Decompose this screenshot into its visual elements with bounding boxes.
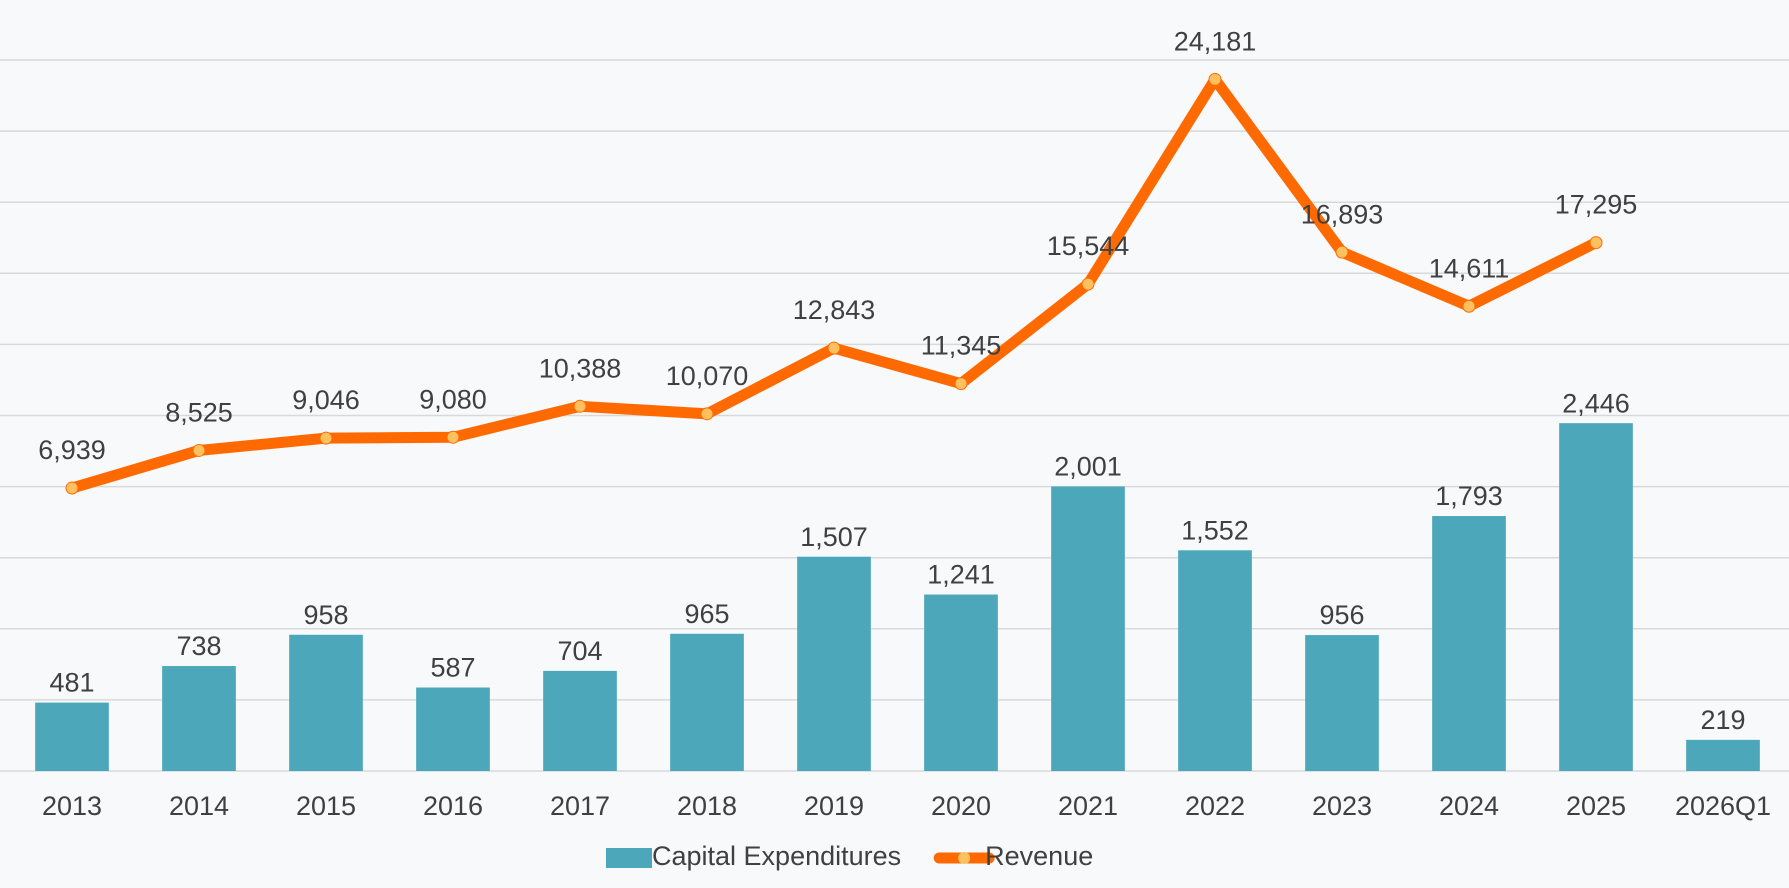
- x-tick-label: 2021: [1058, 791, 1118, 821]
- x-tick-label: 2020: [931, 791, 991, 821]
- legend-label: Revenue: [985, 841, 1093, 871]
- bar: [1305, 635, 1379, 771]
- legend-label: Capital Expenditures: [652, 841, 901, 871]
- x-tick-label: 2018: [677, 791, 737, 821]
- data-label: 481: [49, 668, 94, 698]
- point: [192, 443, 206, 457]
- data-label: 10,070: [666, 361, 749, 391]
- bar: [543, 670, 617, 771]
- x-tick-label: 2013: [42, 791, 102, 821]
- bar: [1178, 550, 1252, 771]
- data-label: 219: [1700, 705, 1745, 735]
- x-tick-label: 2017: [550, 791, 610, 821]
- x-tick-label: 2019: [804, 791, 864, 821]
- x-tick-label: 2024: [1439, 791, 1499, 821]
- point: [1208, 72, 1222, 86]
- data-label: 1,507: [800, 522, 868, 552]
- data-label: 10,388: [539, 353, 622, 383]
- point: [1081, 277, 1095, 291]
- point: [446, 430, 460, 444]
- legend-marker: [958, 852, 971, 864]
- point: [1462, 299, 1476, 313]
- data-label: 16,893: [1301, 199, 1384, 229]
- data-label: 1,241: [927, 560, 995, 590]
- x-tick-label: 2014: [169, 791, 229, 821]
- point: [319, 431, 333, 445]
- x-tick-label: 2025: [1566, 791, 1626, 821]
- point: [700, 407, 714, 421]
- data-label: 2,001: [1054, 452, 1122, 482]
- data-label: 958: [303, 600, 348, 630]
- data-label: 704: [557, 636, 602, 666]
- bar: [289, 634, 363, 771]
- bar: [924, 594, 998, 771]
- data-label: 15,544: [1047, 231, 1130, 261]
- data-label: 1,552: [1181, 515, 1249, 545]
- point: [827, 341, 841, 355]
- data-label: 587: [430, 653, 475, 683]
- data-label: 738: [176, 631, 221, 661]
- point: [1335, 245, 1349, 259]
- x-tick-label: 2026Q1: [1675, 791, 1771, 821]
- x-tick-label: 2016: [423, 791, 483, 821]
- data-label: 2,446: [1562, 388, 1630, 418]
- bar: [670, 633, 744, 771]
- x-tick-label: 2015: [296, 791, 356, 821]
- data-label: 9,080: [419, 384, 487, 414]
- bar: [1559, 423, 1633, 771]
- data-label: 12,843: [793, 295, 876, 325]
- x-tick-label: 2023: [1312, 791, 1372, 821]
- point: [1589, 236, 1603, 250]
- bar: [1432, 516, 1506, 771]
- data-label: 17,295: [1555, 190, 1638, 220]
- bar: [1051, 486, 1125, 771]
- data-label: 1,793: [1435, 481, 1503, 511]
- data-label: 956: [1319, 600, 1364, 630]
- data-label: 24,181: [1174, 27, 1257, 57]
- bar: [35, 702, 109, 771]
- legend-swatch: [606, 848, 652, 868]
- point: [65, 481, 79, 495]
- point: [954, 377, 968, 391]
- bar: [797, 556, 871, 771]
- point: [573, 399, 587, 413]
- bar: [162, 666, 236, 771]
- data-label: 965: [684, 599, 729, 629]
- bar: [416, 687, 490, 771]
- data-label: 11,345: [921, 331, 1002, 361]
- data-label: 6,939: [38, 435, 106, 465]
- bar: [1686, 739, 1760, 771]
- x-tick-label: 2022: [1185, 791, 1245, 821]
- data-label: 14,611: [1429, 253, 1510, 283]
- data-label: 8,525: [165, 398, 233, 428]
- data-label: 9,046: [292, 385, 360, 415]
